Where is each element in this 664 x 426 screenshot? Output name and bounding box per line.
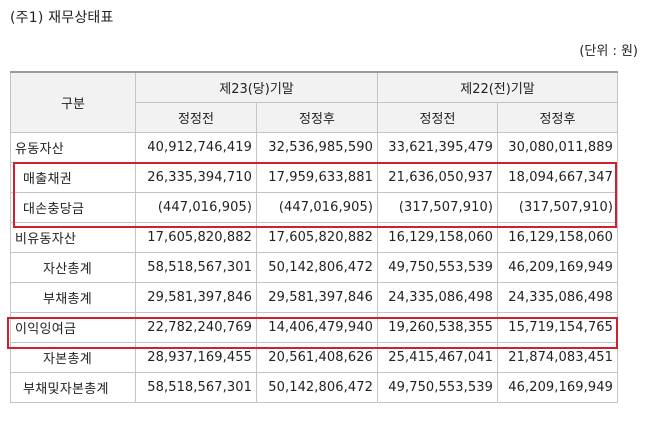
row-label: 부채총계 [10, 282, 136, 313]
cell-current-after: 17,959,633,881 [256, 162, 378, 193]
row-label: 매출채권 [10, 162, 136, 193]
header-row-subcolumns: 정정전 정정후 정정전 정정후 [11, 102, 618, 133]
cell-current-before: 28,937,169,455 [135, 342, 257, 373]
unit-label: (단위 : 원) [579, 44, 638, 59]
table-row-total-liabilities: 부채총계 29,581,397,846 29,581,397,846 24,33… [10, 282, 618, 313]
note-title: (주1) 재무상태표 [10, 10, 114, 26]
header-period-prior: 제22(전)기말 [377, 71, 618, 103]
row-label: 자산총계 [10, 252, 136, 283]
table-row-retained-earnings: 이익잉여금 22,782,240,769 14,406,479,940 19,2… [10, 312, 618, 343]
header-row-periods: 구분 제23(당)기말 제22(전)기말 [10, 71, 618, 133]
row-label: 자본총계 [10, 342, 136, 373]
cell-prior-before: 25,415,467,041 [377, 342, 498, 373]
cell-prior-after: (317,507,910) [497, 192, 618, 223]
cell-current-before: 17,605,820,882 [135, 222, 257, 253]
cell-prior-after: 46,209,169,949 [497, 372, 618, 403]
cell-current-after: 20,561,408,626 [256, 342, 378, 373]
cell-prior-before: 16,129,158,060 [377, 222, 498, 253]
cell-prior-before: (317,507,910) [377, 192, 498, 223]
cell-current-before: 58,518,567,301 [135, 372, 257, 403]
header-gubun: 구분 [10, 71, 136, 133]
header-current-before: 정정전 [135, 102, 257, 133]
row-label: 유동자산 [10, 132, 136, 163]
table-row-current-assets: 유동자산 40,912,746,419 32,536,985,590 33,62… [10, 132, 618, 163]
cell-prior-before: 21,636,050,937 [377, 162, 498, 193]
cell-current-after: 32,536,985,590 [256, 132, 378, 163]
cell-current-after: 14,406,479,940 [256, 312, 378, 343]
cell-prior-after: 46,209,169,949 [497, 252, 618, 283]
header-prior-before: 정정전 [377, 102, 498, 133]
header-prior-after: 정정후 [497, 102, 618, 133]
cell-prior-after: 24,335,086,498 [497, 282, 618, 313]
cell-current-before: 29,581,397,846 [135, 282, 257, 313]
table-row-noncurrent-assets: 비유동자산 17,605,820,882 17,605,820,882 16,1… [10, 222, 618, 253]
cell-current-before: (447,016,905) [135, 192, 257, 223]
table-row-trade-receivables: 매출채권 26,335,394,710 17,959,633,881 21,63… [10, 162, 618, 193]
table-row-allowance: 대손충당금 (447,016,905) (447,016,905) (317,5… [10, 192, 618, 223]
balance-sheet-table: 구분 제23(당)기말 제22(전)기말 정정전 정정후 정정전 정정후 유동자… [10, 71, 618, 403]
cell-current-before: 22,782,240,769 [135, 312, 257, 343]
row-label: 대손충당금 [10, 192, 136, 223]
header-period-current: 제23(당)기말 [135, 71, 378, 103]
cell-prior-after: 18,094,667,347 [497, 162, 618, 193]
cell-prior-after: 21,874,083,451 [497, 342, 618, 373]
row-label: 부채및자본총계 [10, 372, 136, 403]
cell-current-after: (447,016,905) [256, 192, 378, 223]
header-current-after: 정정후 [256, 102, 378, 133]
row-label: 비유동자산 [10, 222, 136, 253]
cell-prior-before: 33,621,395,479 [377, 132, 498, 163]
cell-current-after: 17,605,820,882 [256, 222, 378, 253]
cell-prior-after: 16,129,158,060 [497, 222, 618, 253]
balance-sheet-table-wrapper: 구분 제23(당)기말 제22(전)기말 정정전 정정후 정정전 정정후 유동자… [10, 71, 618, 403]
cell-prior-before: 49,750,553,539 [377, 252, 498, 283]
cell-prior-before: 24,335,086,498 [377, 282, 498, 313]
cell-current-before: 40,912,746,419 [135, 132, 257, 163]
cell-current-after: 29,581,397,846 [256, 282, 378, 313]
table-row-total-equity: 자본총계 28,937,169,455 20,561,408,626 25,41… [10, 342, 618, 373]
cell-prior-before: 19,260,538,355 [377, 312, 498, 343]
cell-prior-after: 30,080,011,889 [497, 132, 618, 163]
cell-current-after: 50,142,806,472 [256, 372, 378, 403]
cell-current-before: 26,335,394,710 [135, 162, 257, 193]
table-row-total-assets: 자산총계 58,518,567,301 50,142,806,472 49,75… [10, 252, 618, 283]
cell-prior-before: 49,750,553,539 [377, 372, 498, 403]
cell-prior-after: 15,719,154,765 [497, 312, 618, 343]
cell-current-after: 50,142,806,472 [256, 252, 378, 283]
table-row-total-liabilities-equity: 부채및자본총계 58,518,567,301 50,142,806,472 49… [10, 372, 618, 403]
row-label: 이익잉여금 [10, 312, 136, 343]
cell-current-before: 58,518,567,301 [135, 252, 257, 283]
